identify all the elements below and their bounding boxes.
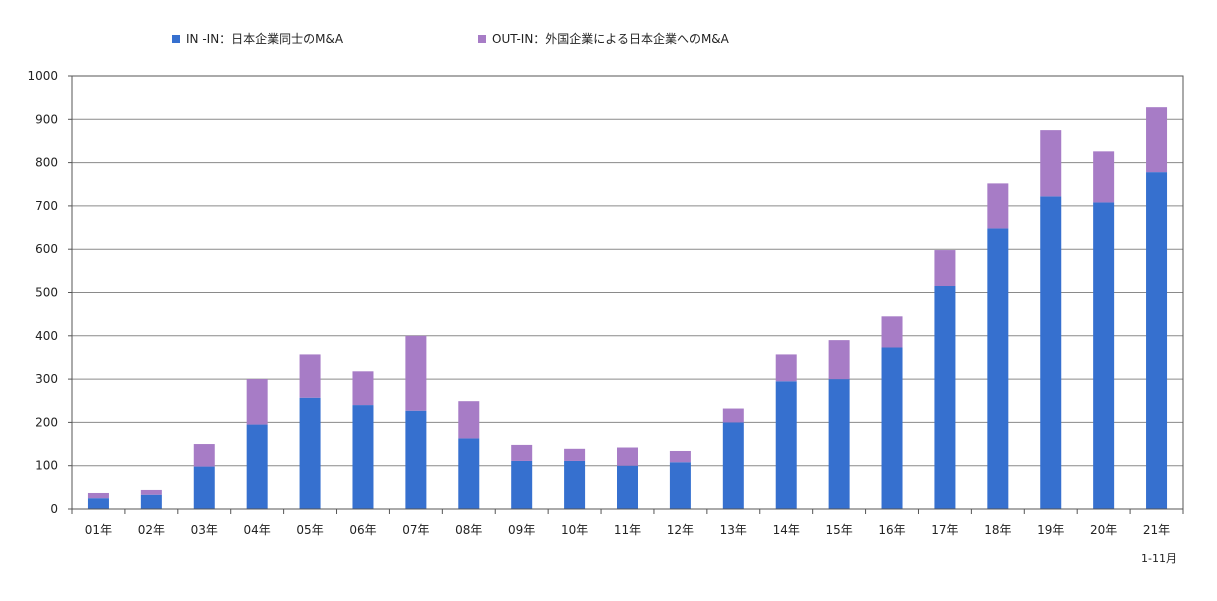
bar-in-in-2 — [193, 466, 215, 509]
y-tick-label: 300 — [35, 372, 58, 386]
x-tick-label: 19年 — [1037, 523, 1064, 537]
bar-out-in-12 — [722, 408, 744, 423]
bar-in-in-11 — [669, 462, 691, 509]
x-tick-label: 11年 — [614, 523, 641, 537]
y-tick-label: 500 — [35, 286, 58, 300]
bar-out-in-14 — [828, 340, 850, 380]
x-tick-label: 05年 — [296, 523, 323, 537]
x-tick-label: 02年 — [138, 523, 165, 537]
bar-out-in-19 — [1093, 151, 1115, 203]
bar-in-in-17 — [987, 228, 1009, 509]
x-tick-label: 14年 — [773, 523, 800, 537]
y-tick-label: 1000 — [27, 69, 58, 83]
bar-in-in-18 — [1040, 196, 1062, 509]
bar-out-in-15 — [881, 316, 903, 348]
bar-in-in-0 — [87, 498, 109, 509]
bar-in-in-10 — [617, 465, 638, 509]
bar-in-in-4 — [299, 397, 321, 509]
bar-in-in-16 — [934, 286, 956, 509]
legend: IN -IN：日本企業同士のM&A OUT-IN：外国企業による日本企業へのM&… — [0, 30, 1217, 50]
legend-swatch-out-in — [478, 34, 486, 43]
bar-out-in-4 — [299, 354, 321, 398]
x-tick-label: 21年 — [1143, 523, 1170, 537]
x-tick-label: 06年 — [349, 523, 376, 537]
x-tick-label: 16年 — [878, 523, 905, 537]
x-tick-label: 13年 — [720, 523, 747, 537]
y-tick-labels: 0 100 200 300 400 500 600 700 800 900 1000 — [27, 69, 58, 516]
bar-in-in-12 — [722, 422, 744, 509]
y-tick-label: 800 — [35, 156, 58, 170]
bar-in-in-6 — [405, 410, 427, 509]
bar-in-in-15 — [881, 347, 903, 509]
y-tick-label: 900 — [35, 112, 58, 126]
gridlines — [72, 75, 1183, 467]
bar-out-in-5 — [352, 371, 374, 406]
bar-out-in-0 — [87, 492, 109, 499]
bar-out-in-2 — [193, 444, 215, 467]
bar-in-in-19 — [1093, 202, 1115, 509]
plot-frame — [71, 75, 1184, 510]
axes — [68, 75, 1184, 514]
x-tick-label: 12年 — [667, 523, 694, 537]
bar-out-in-18 — [1040, 130, 1062, 197]
x-tick-label: 15年 — [825, 523, 852, 537]
legend-label-in-in: IN -IN：日本企業同士のM&A — [186, 32, 344, 46]
y-tick-label: 0 — [50, 502, 58, 516]
y-tick-label: 700 — [35, 199, 58, 213]
x-tick-label: 10年 — [561, 523, 588, 537]
bar-in-in-20 — [1146, 172, 1168, 509]
bar-in-in-8 — [511, 460, 533, 509]
bar-out-in-11 — [669, 450, 691, 463]
y-tick-label: 200 — [35, 415, 58, 429]
x-tick-label: 09年 — [508, 523, 535, 537]
x-tick-label: 07年 — [402, 523, 429, 537]
bar-out-in-17 — [987, 183, 1009, 229]
x-tick-label: 18年 — [984, 523, 1011, 537]
bar-out-in-8 — [511, 444, 533, 461]
bar-in-in-7 — [458, 438, 480, 509]
legend-label-out-in: OUT-IN：外国企業による日本企業へのM&A — [492, 32, 729, 46]
bar-out-in-1 — [140, 489, 162, 495]
legend-swatch-in-in — [172, 34, 180, 43]
x-tick-labels: 01年 02年 03年 04年 05年 06年 07年 08年 09年 10年 11年 12年 13年 1… — [85, 523, 1170, 537]
bar-out-in-13 — [775, 354, 797, 382]
y-tick-label: 400 — [35, 329, 58, 343]
bar-out-in-9 — [564, 448, 586, 461]
bar-out-in-3 — [246, 379, 268, 425]
legend-item-in-in: IN -IN：日本企業同士のM&A — [172, 30, 343, 47]
bar-out-in-7 — [458, 401, 480, 439]
bar-in-in-13 — [775, 381, 797, 509]
bar-out-in-10 — [617, 447, 638, 466]
y-tick-label: 600 — [35, 242, 58, 256]
bar-in-in-1 — [140, 494, 162, 509]
x-tick-label: 03年 — [191, 523, 218, 537]
bar-in-in-5 — [352, 405, 374, 509]
bar-out-in-16 — [934, 250, 956, 287]
y-tick-label: 100 — [35, 459, 58, 473]
bar-in-in-9 — [564, 460, 586, 509]
x-tick-label: 04年 — [244, 523, 271, 537]
bar-out-in-20 — [1146, 107, 1168, 173]
bar-out-in-6 — [405, 335, 427, 411]
period-annotation: 1-11月 — [1141, 552, 1177, 565]
x-tick-label: 01年 — [85, 523, 112, 537]
bar-in-in-3 — [246, 424, 268, 509]
bars — [87, 107, 1168, 509]
x-tick-label: 17年 — [931, 523, 958, 537]
x-tick-label: 08年 — [455, 523, 482, 537]
x-tick-label: 20年 — [1090, 523, 1117, 537]
bar-in-in-14 — [828, 379, 850, 509]
legend-item-out-in: OUT-IN：外国企業による日本企業へのM&A — [478, 30, 729, 47]
